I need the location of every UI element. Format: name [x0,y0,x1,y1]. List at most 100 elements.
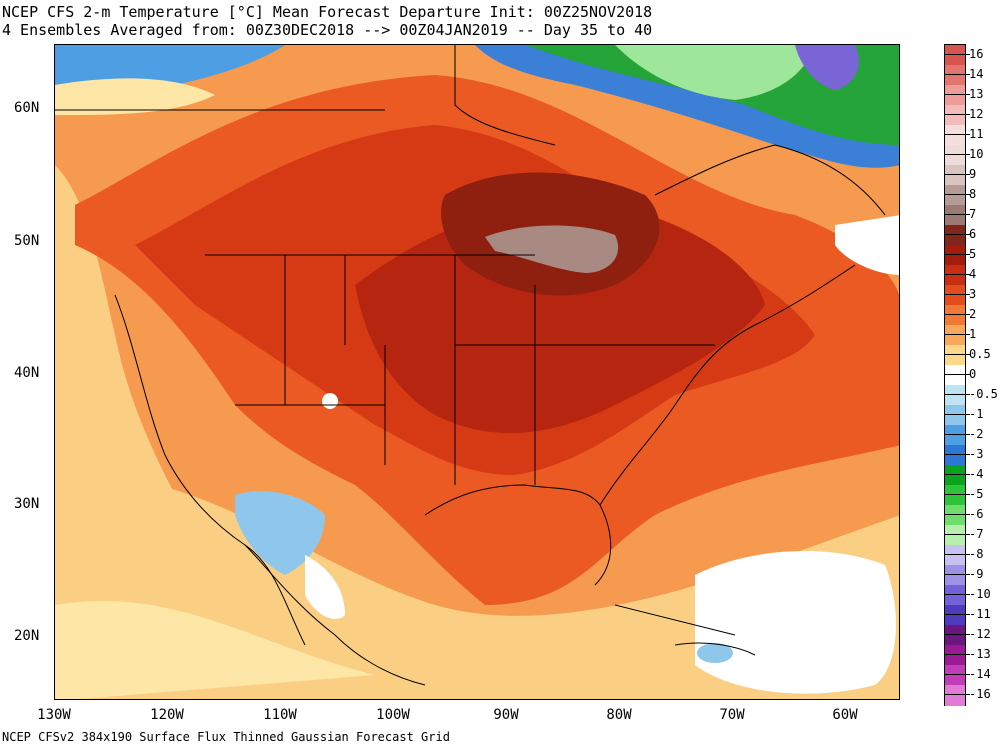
legend-label: 0.5 [969,347,991,361]
legend-swatch [945,45,965,66]
legend-tick [944,474,970,475]
legend-label: 13 [969,87,984,101]
legend-swatch [945,165,965,186]
legend-tick [944,154,970,155]
legend-swatch [945,325,965,346]
lon-label-130w: 130W [37,707,71,723]
legend-tick [944,514,970,515]
legend-tick [944,654,970,655]
legend-tick [944,694,970,695]
legend-label: -16 [969,687,991,701]
legend-tick [944,114,970,115]
legend-swatch [945,565,965,586]
legend-tick [944,414,970,415]
map-title-line-2: 4 Ensembles Averaged from: 00Z30DEC2018 … [2,21,653,39]
legend-label: 3 [969,287,977,301]
legend-label: -1 [969,407,984,421]
legend-label: -14 [969,667,991,681]
legend-tick [944,674,970,675]
legend-swatch [945,205,965,226]
legend-swatch [945,85,965,106]
legend-label: 9 [969,167,977,181]
map-title-line-1: NCEP CFS 2-m Temperature [°C] Mean Forec… [2,3,653,21]
lon-label-110w: 110W [263,707,297,723]
legend-label: -11 [969,607,991,621]
legend-tick [944,134,970,135]
legend-swatch [945,105,965,126]
legend-tick [944,334,970,335]
legend-swatch [945,225,965,246]
legend-tick [944,434,970,435]
legend-label: -9 [969,567,984,581]
legend-tick [944,174,970,175]
legend-swatch [945,465,965,486]
legend-tick [944,74,970,75]
legend-label: -0.5 [969,387,998,401]
legend-swatch [945,685,965,706]
legend-swatch [945,285,965,306]
legend-tick [944,534,970,535]
legend-swatch [945,385,965,406]
lon-label-100w: 100W [376,707,410,723]
legend-label: 14 [969,67,984,81]
grid-footer: NCEP CFSv2 384x190 Surface Flux Thinned … [2,730,450,744]
legend-label: 0 [969,367,977,381]
lon-label-70w: 70W [719,707,745,723]
legend-label: 10 [969,147,984,161]
legend-swatch [945,445,965,466]
legend-swatch [945,485,965,506]
legend-tick [944,634,970,635]
legend-label: -10 [969,587,991,601]
lon-label-120w: 120W [150,707,184,723]
legend-tick [944,94,970,95]
legend-swatch [945,665,965,686]
map-canvas [55,45,899,699]
legend-swatch [945,365,965,386]
temperature-anomaly-map [54,44,900,700]
legend-swatch [945,585,965,606]
legend-label: 6 [969,227,977,241]
legend-label: 1 [969,327,977,341]
legend-tick [944,314,970,315]
legend-label: 12 [969,107,984,121]
lon-label-80w: 80W [606,707,632,723]
legend-tick [944,214,970,215]
legend-label: -3 [969,447,984,461]
legend-swatch [945,605,965,626]
legend-tick [944,454,970,455]
lat-label-50n: 50N [14,233,40,249]
legend-tick [944,274,970,275]
legend-swatch [945,245,965,266]
legend-swatch [945,645,965,666]
legend-tick [944,574,970,575]
lat-label-60n: 60N [14,100,40,116]
legend-swatch [945,185,965,206]
lat-label-40n: 40N [14,365,40,381]
legend-label: 2 [969,307,977,321]
legend-swatch [945,405,965,426]
legend-label: -5 [969,487,984,501]
legend-tick [944,494,970,495]
legend-swatch [945,125,965,146]
lon-label-60w: 60W [832,707,858,723]
legend-tick [944,254,970,255]
legend-tick [944,194,970,195]
legend-label: -12 [969,627,991,641]
legend-label: -7 [969,527,984,541]
legend-swatch [945,425,965,446]
legend-label: 4 [969,267,977,281]
legend-swatch [945,145,965,166]
legend-label: 16 [969,47,984,61]
legend-tick [944,294,970,295]
legend-swatch [945,65,965,86]
legend-tick [944,594,970,595]
legend-tick [944,54,970,55]
legend-label: -6 [969,507,984,521]
color-legend [944,44,966,706]
legend-label: 5 [969,247,977,261]
legend-tick [944,554,970,555]
legend-swatch [945,305,965,326]
legend-swatch [945,625,965,646]
lon-label-90w: 90W [493,707,519,723]
legend-tick [944,394,970,395]
